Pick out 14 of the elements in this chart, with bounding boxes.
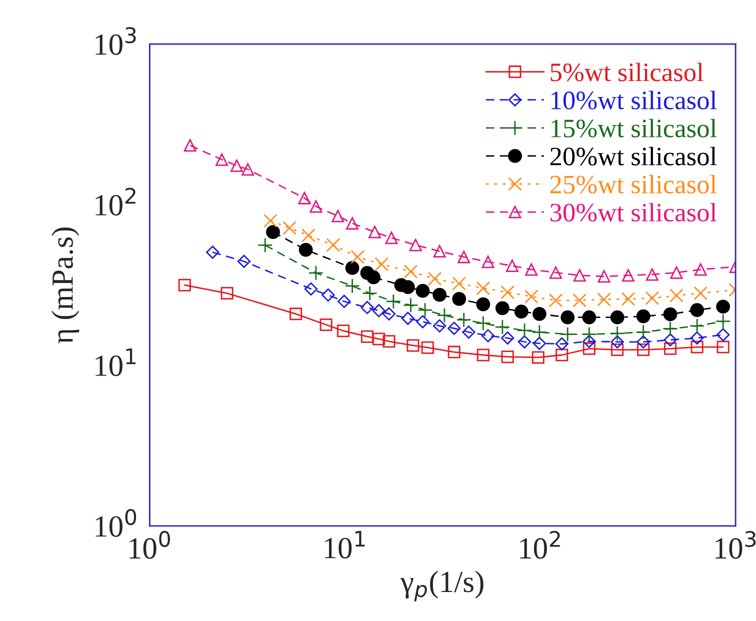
legend-label: 5%wt silicasol — [550, 62, 704, 82]
legend-label: 10%wt silicasol — [552, 90, 717, 110]
y-tick-label: 10$^{3}$ — [96, 27, 136, 55]
x-tick-label: 10$^{2}$ — [520, 530, 560, 559]
legend-label: 15%wt silicasol — [552, 118, 717, 138]
x-axis-title: γ$_{p}$(1/s) — [400, 570, 484, 602]
x-tick-label: 10$^{3}$ — [716, 530, 756, 559]
x-tick-label: 10$^{1}$ — [324, 530, 365, 558]
y-tick-label: 10$^{2}$ — [96, 188, 136, 216]
y-tick-label: 10$^{1}$ — [96, 348, 136, 376]
y-axis-title: η (mPa.s) — [51, 227, 80, 344]
legend-label: 20%wt silicasol — [550, 146, 717, 166]
legend-label: 25%wt silicasol — [550, 174, 717, 194]
legend-label: 30%wt silicasol — [550, 202, 717, 222]
